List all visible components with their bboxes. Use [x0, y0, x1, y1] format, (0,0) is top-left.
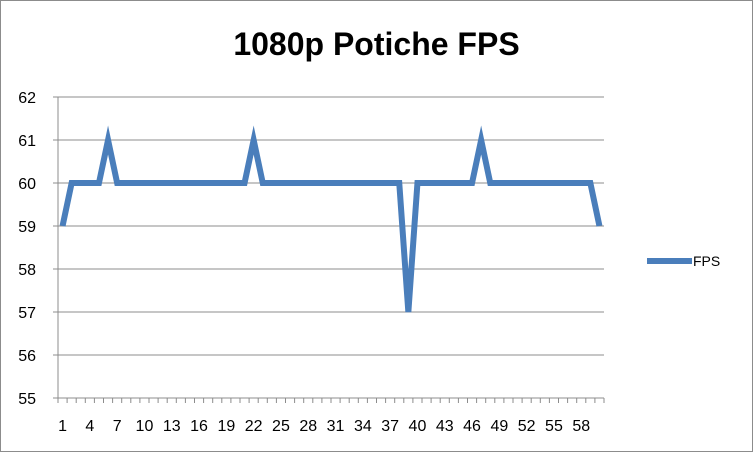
x-tick-label: 4 — [85, 418, 94, 435]
x-tick-label: 16 — [190, 418, 208, 435]
x-tick-label: 25 — [272, 418, 290, 435]
y-tick-labels: 55 56 57 58 59 60 61 62 — [18, 90, 36, 408]
y-tick-label: 57 — [18, 305, 36, 322]
y-tick-label: 56 — [18, 348, 36, 365]
x-tick-label: 46 — [463, 418, 481, 435]
y-tick-label: 62 — [18, 90, 36, 107]
gridlines — [58, 96, 604, 356]
x-tick-labels: 1 4 7 10 13 16 19 22 25 28 31 34 37 40 43 46 49 52 55 58 — [58, 418, 590, 435]
x-tick-label: 28 — [299, 418, 317, 435]
x-tick-label: 55 — [545, 418, 563, 435]
series-line-fps — [59, 125, 603, 313]
x-tick-label: 19 — [217, 418, 235, 435]
y-tick-label: 55 — [18, 391, 36, 408]
legend: FPS — [647, 253, 720, 269]
x-tick-label: 40 — [409, 418, 427, 435]
x-tick-label: 7 — [113, 418, 122, 435]
x-tick-label: 37 — [381, 418, 399, 435]
x-tick-label: 22 — [245, 418, 263, 435]
y-tick-label: 58 — [18, 262, 36, 279]
y-tick-label: 59 — [18, 219, 36, 236]
x-tick-label: 49 — [490, 418, 508, 435]
x-tick-label: 31 — [327, 418, 345, 435]
series-layer — [59, 125, 603, 313]
legend-label: FPS — [693, 253, 720, 269]
y-tick-label: 60 — [18, 176, 36, 193]
x-tick-label: 52 — [518, 418, 536, 435]
x-tick-label: 13 — [163, 418, 181, 435]
y-tick-label: 61 — [18, 133, 36, 150]
x-tick-label: 1 — [58, 418, 67, 435]
x-tick-label: 34 — [354, 418, 372, 435]
x-tick-label: 43 — [436, 418, 454, 435]
axes — [53, 96, 605, 403]
x-tick-label: 58 — [572, 418, 590, 435]
chart-title: 1080p Potiche FPS — [233, 26, 520, 62]
x-tick-label: 10 — [136, 418, 154, 435]
